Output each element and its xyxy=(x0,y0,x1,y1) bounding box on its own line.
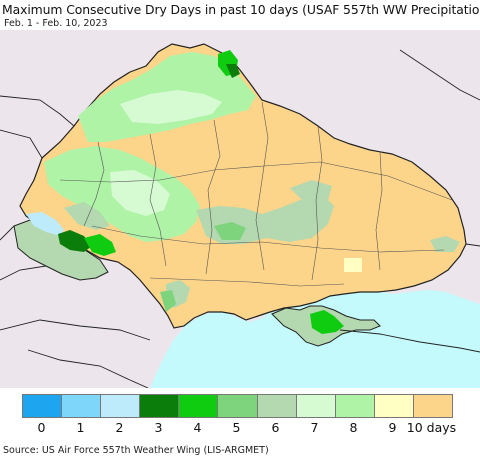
north-pale xyxy=(120,90,222,124)
legend-swatch xyxy=(374,395,414,417)
legend-labels: 0 1 2 3 4 5 6 7 8 9 10 days xyxy=(22,420,457,438)
legend-label: 5 xyxy=(232,420,241,435)
north-dark-spot xyxy=(226,64,240,78)
legend-label: 7 xyxy=(310,420,319,435)
danube-delta-water xyxy=(26,212,64,236)
bright-green-west xyxy=(84,234,116,256)
legend-label: 2 xyxy=(115,420,124,435)
legend-label: 8 xyxy=(349,420,358,435)
legend-swatch xyxy=(218,395,258,417)
legend-label: 1 xyxy=(76,420,85,435)
pale-square xyxy=(344,258,362,272)
odessa-coast-green xyxy=(160,290,176,312)
legend-label: 0 xyxy=(37,420,46,435)
country-borders xyxy=(0,49,480,389)
dark-green-west xyxy=(58,230,92,252)
legend-swatch xyxy=(62,395,102,417)
legend-swatch xyxy=(140,395,180,417)
east-band xyxy=(290,180,332,204)
legend-swatch xyxy=(296,395,336,417)
crimea-green xyxy=(310,310,344,334)
east-small xyxy=(430,236,460,252)
legend-label: 9 xyxy=(388,420,397,435)
legend: 0 1 2 3 4 5 6 7 8 9 10 days xyxy=(22,394,456,435)
source-note: Source: US Air Force 557th Weather Wing … xyxy=(3,445,269,456)
date-range: Feb. 1 - Feb. 10, 2023 xyxy=(4,18,108,29)
map-svg xyxy=(0,30,480,389)
legend-swatch xyxy=(101,395,141,417)
legend-swatch xyxy=(179,395,219,417)
legend-swatch xyxy=(23,395,63,417)
legend-label: 4 xyxy=(193,420,202,435)
legend-swatch xyxy=(257,395,297,417)
legend-swatch xyxy=(413,395,453,417)
central-mid xyxy=(64,202,110,230)
map-area xyxy=(0,30,480,389)
legend-label: 6 xyxy=(271,420,280,435)
oblast-borders xyxy=(59,101,453,287)
dnipro-green xyxy=(214,222,246,240)
legend-swatch xyxy=(335,395,375,417)
legend-label: 10 days xyxy=(406,420,457,435)
map-title: Maximum Consecutive Dry Days in past 10 … xyxy=(2,2,480,17)
legend-swatches xyxy=(22,394,453,418)
legend-label: 3 xyxy=(154,420,163,435)
